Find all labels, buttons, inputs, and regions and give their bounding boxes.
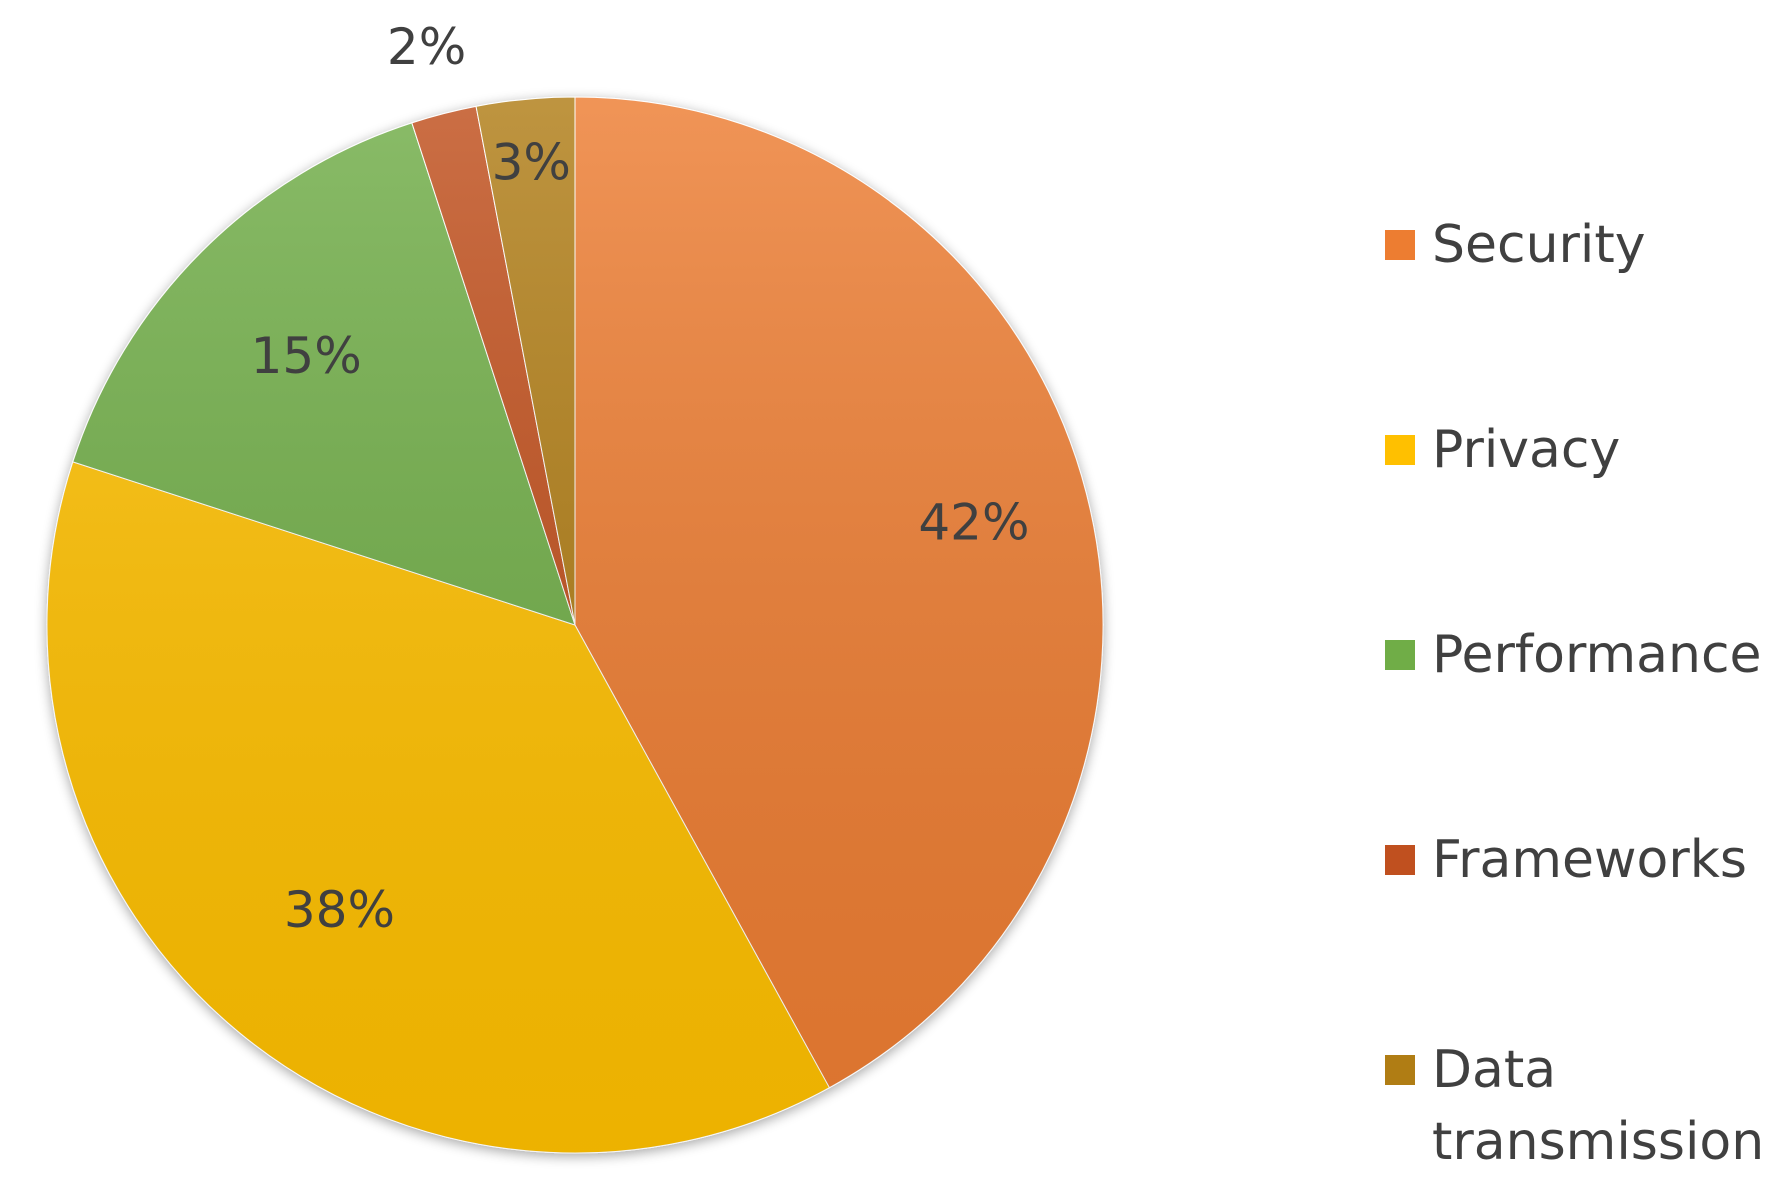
pie-slices: [46, 96, 1104, 1154]
legend-swatch-security: [1385, 230, 1415, 260]
data-label-frameworks: 2%: [387, 18, 466, 76]
legend-label-performance: Performance: [1432, 625, 1762, 685]
legend-swatch-performance: [1385, 640, 1415, 670]
legend-label-frameworks: Frameworks: [1432, 830, 1747, 890]
data-label-privacy: 38%: [284, 881, 395, 939]
legend-swatch-frameworks: [1385, 845, 1415, 875]
legend-entry-privacy: Privacy: [1385, 420, 1620, 480]
legend-label-data-transmission-line-2: transmission: [1432, 1112, 1764, 1172]
data-label-data-transmission: 3%: [492, 133, 571, 191]
legend-label-privacy: Privacy: [1432, 420, 1620, 480]
legend: Security Privacy Performance Frameworks Data…: [1385, 215, 1764, 1172]
legend-swatch-privacy: [1385, 435, 1415, 465]
legend-entry-performance: Performance: [1385, 625, 1762, 685]
data-label-security: 42%: [918, 494, 1029, 552]
data-label-performance: 15%: [251, 327, 362, 385]
legend-entry-security: Security: [1385, 215, 1646, 275]
legend-entry-frameworks: Frameworks: [1385, 830, 1747, 890]
legend-swatch-data-transmission: [1385, 1055, 1415, 1085]
legend-label-data-transmission-line-1: Data: [1432, 1040, 1556, 1100]
legend-label-security: Security: [1432, 215, 1646, 275]
legend-entry-data-transmission: Data transmission: [1385, 1040, 1764, 1172]
data-labels: 42% 38% 15% 2% 3%: [251, 18, 1030, 939]
